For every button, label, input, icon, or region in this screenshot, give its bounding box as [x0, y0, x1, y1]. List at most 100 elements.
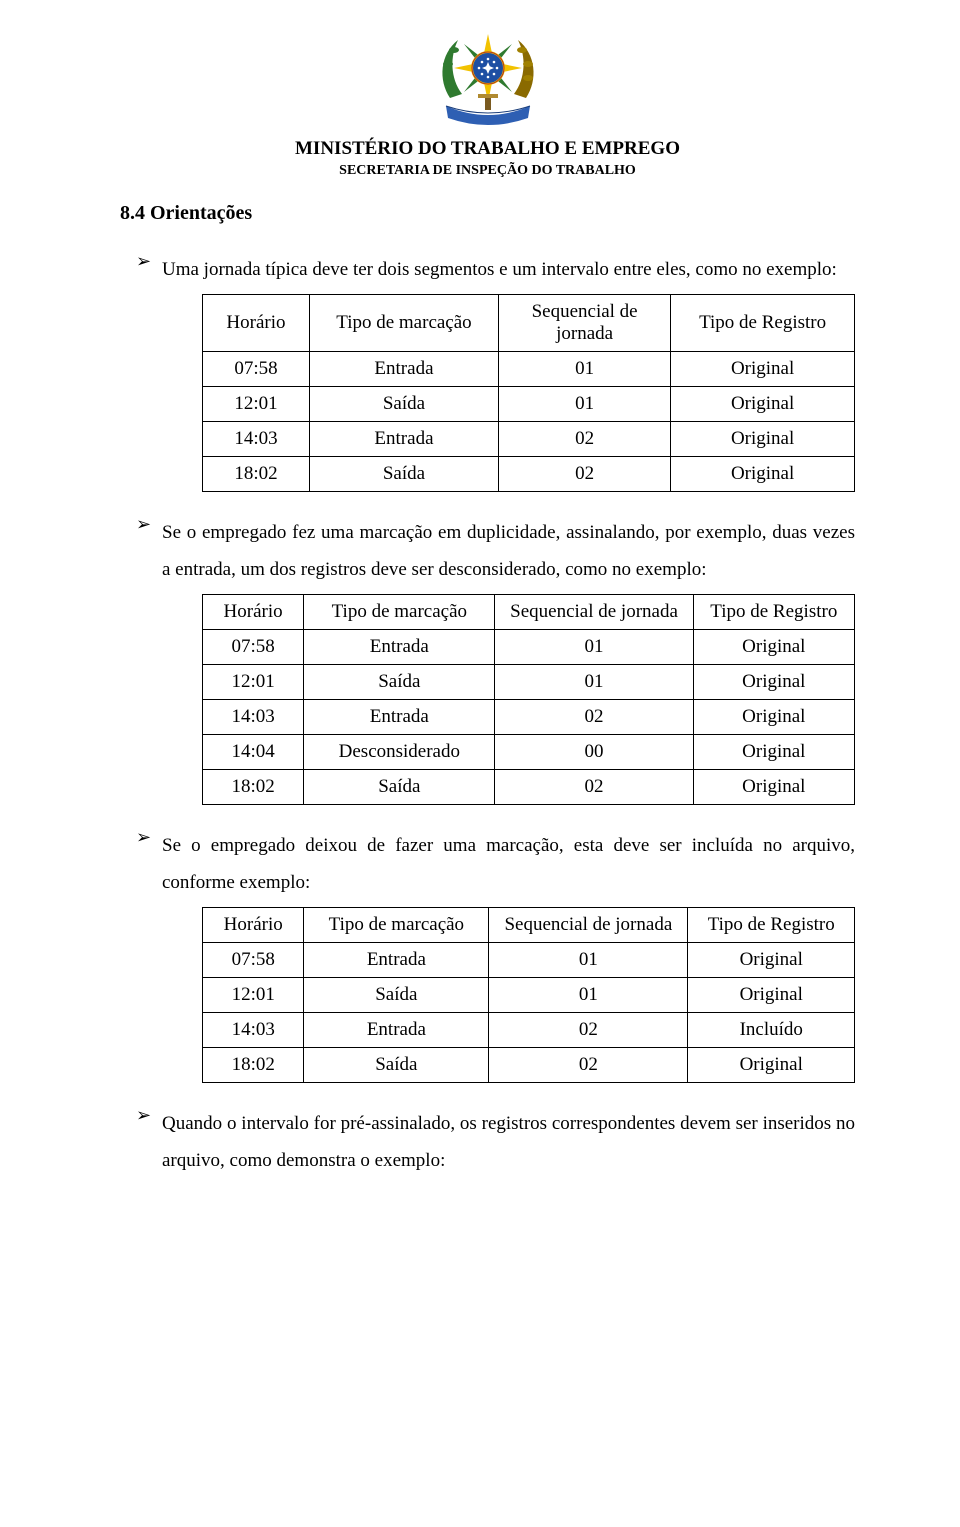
table-cell: Original [671, 386, 855, 421]
table-cell: Saída [304, 769, 495, 804]
table-cell: Original [693, 769, 854, 804]
th-horario: Horário [203, 294, 310, 351]
bullet-item-4: Quando o intervalo for pré-assinalado, o… [120, 1105, 855, 1179]
th-seq-jornada: Sequencial de jornada [499, 294, 671, 351]
table-row: 14:03Entrada02Original [203, 421, 855, 456]
coat-of-arms-icon [428, 20, 548, 130]
table-cell: 01 [489, 977, 688, 1012]
bullet-2-text: Se o empregado fez uma marcação em dupli… [162, 514, 855, 588]
table-2: Horário Tipo de marcação Sequencial de j… [202, 594, 855, 805]
table-row: 18:02Saída02Original [203, 769, 855, 804]
table-cell: 12:01 [203, 386, 310, 421]
table-cell: 02 [495, 769, 693, 804]
table-row: 14:04Desconsiderado00Original [203, 734, 855, 769]
bullet-item-3: Se o empregado deixou de fazer uma marca… [120, 827, 855, 1083]
table-cell: 14:03 [203, 1012, 304, 1047]
table-cell: 12:01 [203, 977, 304, 1012]
table-cell: Saída [304, 664, 495, 699]
table-cell: Original [671, 351, 855, 386]
table-1-body: 07:58Entrada01Original12:01Saída01Origin… [203, 351, 855, 491]
table-cell: 01 [499, 386, 671, 421]
table-cell: Saída [304, 977, 489, 1012]
th-seq-jornada: Sequencial de jornada [495, 594, 693, 629]
th-tipo-marcacao: Tipo de marcação [304, 907, 489, 942]
bullet-1-text: Uma jornada típica deve ter dois segment… [162, 251, 855, 288]
table-cell: 01 [489, 942, 688, 977]
table-cell: 14:03 [203, 421, 310, 456]
table-cell: 01 [495, 629, 693, 664]
table-cell: 00 [495, 734, 693, 769]
table-cell: 12:01 [203, 664, 304, 699]
th-horario: Horário [203, 594, 304, 629]
th-tipo-registro: Tipo de Registro [671, 294, 855, 351]
table-row: 07:58Entrada01Original [203, 351, 855, 386]
table-row: Horário Tipo de marcação Sequencial de j… [203, 294, 855, 351]
table-cell: 01 [499, 351, 671, 386]
table-cell: 07:58 [203, 351, 310, 386]
table-cell: Original [671, 421, 855, 456]
table-cell: Entrada [309, 351, 498, 386]
table-cell: Original [693, 629, 854, 664]
bullet-item-1: Uma jornada típica deve ter dois segment… [120, 251, 855, 492]
table-cell: 02 [499, 421, 671, 456]
table-cell: Incluído [688, 1012, 855, 1047]
table-cell: Entrada [309, 421, 498, 456]
th-tipo-marcacao: Tipo de marcação [304, 594, 495, 629]
table-cell: Entrada [304, 699, 495, 734]
table-cell: Original [688, 1047, 855, 1082]
table-row: 14:03Entrada02Original [203, 699, 855, 734]
table-3-body: 07:58Entrada01Original12:01Saída01Origin… [203, 942, 855, 1082]
table-row: 12:01Saída01Original [203, 977, 855, 1012]
table-cell: Saída [304, 1047, 489, 1082]
th-horario: Horário [203, 907, 304, 942]
table-cell: 01 [495, 664, 693, 699]
table-row: 14:03Entrada02Incluído [203, 1012, 855, 1047]
table-cell: 02 [489, 1012, 688, 1047]
ministry-title: MINISTÉRIO DO TRABALHO E EMPREGO [120, 138, 855, 161]
table-cell: Original [688, 977, 855, 1012]
table-row: 07:58Entrada01Original [203, 629, 855, 664]
table-1: Horário Tipo de marcação Sequencial de j… [202, 294, 855, 492]
table-row: 07:58Entrada01Original [203, 942, 855, 977]
th-seq-line1: Sequencial de [532, 301, 638, 322]
th-tipo-marcacao: Tipo de marcação [309, 294, 498, 351]
table-cell: 07:58 [203, 629, 304, 664]
th-tipo-registro: Tipo de Registro [688, 907, 855, 942]
th-seq-line2: jornada [556, 323, 613, 344]
bullet-list: Uma jornada típica deve ter dois segment… [120, 251, 855, 1179]
table-row: 12:01Saída01Original [203, 386, 855, 421]
table-cell: Saída [309, 386, 498, 421]
table-row: 18:02Saída02Original [203, 456, 855, 491]
table-cell: 14:03 [203, 699, 304, 734]
bullet-4-text: Quando o intervalo for pré-assinalado, o… [162, 1105, 855, 1179]
table-row: 12:01Saída01Original [203, 664, 855, 699]
table-cell: Original [688, 942, 855, 977]
th-seq-jornada: Sequencial de jornada [489, 907, 688, 942]
table-cell: Original [671, 456, 855, 491]
table-row: 18:02Saída02Original [203, 1047, 855, 1082]
table-cell: Original [693, 734, 854, 769]
table-cell: 02 [495, 699, 693, 734]
table-2-body: 07:58Entrada01Original12:01Saída01Origin… [203, 629, 855, 804]
table-cell: Entrada [304, 1012, 489, 1047]
table-cell: 18:02 [203, 1047, 304, 1082]
bullet-item-2: Se o empregado fez uma marcação em dupli… [120, 514, 855, 805]
th-tipo-registro: Tipo de Registro [693, 594, 854, 629]
table-cell: 02 [489, 1047, 688, 1082]
table-cell: 14:04 [203, 734, 304, 769]
table-cell: Entrada [304, 629, 495, 664]
table-3: Horário Tipo de marcação Sequencial de j… [202, 907, 855, 1083]
table-row: Horário Tipo de marcação Sequencial de j… [203, 907, 855, 942]
table-cell: Entrada [304, 942, 489, 977]
table-cell: 07:58 [203, 942, 304, 977]
table-row: Horário Tipo de marcação Sequencial de j… [203, 594, 855, 629]
secretariat-title: SECRETARIA DE INSPEÇÃO DO TRABALHO [120, 163, 855, 180]
section-heading: 8.4 Orientações [120, 202, 855, 225]
table-cell: 18:02 [203, 769, 304, 804]
table-cell: 18:02 [203, 456, 310, 491]
table-cell: Saída [309, 456, 498, 491]
header-titles: MINISTÉRIO DO TRABALHO E EMPREGO SECRETA… [120, 138, 855, 180]
emblem-container [120, 20, 855, 130]
bullet-3-text: Se o empregado deixou de fazer uma marca… [162, 827, 855, 901]
table-cell: 02 [499, 456, 671, 491]
